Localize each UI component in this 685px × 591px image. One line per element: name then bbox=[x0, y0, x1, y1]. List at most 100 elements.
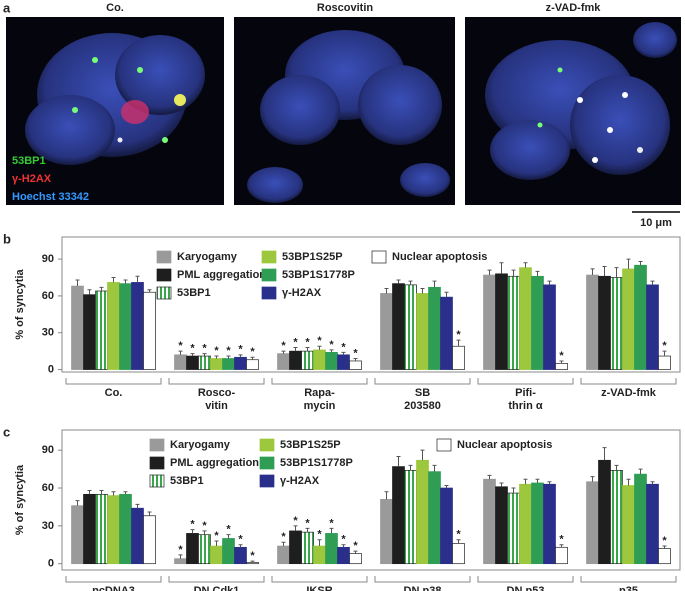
legend-swatch bbox=[259, 456, 275, 470]
y-tick-label: 90 bbox=[42, 444, 54, 456]
legend-swatch bbox=[149, 456, 165, 470]
error-bar bbox=[317, 345, 322, 350]
error-bar bbox=[147, 289, 152, 293]
bar bbox=[495, 273, 508, 370]
error-bar bbox=[408, 464, 413, 471]
error-bar bbox=[638, 261, 643, 266]
bar bbox=[586, 481, 599, 565]
error-bar bbox=[226, 534, 231, 539]
error-bar bbox=[123, 279, 128, 284]
bar bbox=[555, 546, 568, 565]
bar bbox=[337, 354, 350, 370]
scale-bar-label: 10 μm bbox=[640, 217, 672, 229]
error-bar bbox=[250, 560, 255, 563]
bar bbox=[198, 534, 211, 565]
error-bar bbox=[626, 258, 631, 269]
bar bbox=[349, 360, 362, 370]
bar bbox=[658, 548, 671, 565]
bar bbox=[174, 558, 187, 565]
error-bar bbox=[178, 350, 183, 355]
error-bar bbox=[602, 265, 607, 277]
bar bbox=[495, 486, 508, 565]
error-bar bbox=[87, 490, 92, 495]
significance-star: * bbox=[178, 340, 183, 352]
category-bracket bbox=[65, 378, 162, 385]
significance-star: * bbox=[214, 345, 219, 357]
error-bar bbox=[281, 350, 286, 354]
bar bbox=[71, 285, 84, 370]
bar bbox=[428, 471, 441, 565]
bar bbox=[313, 545, 326, 565]
legend-label: γ-H2AX bbox=[282, 287, 322, 299]
error-bar bbox=[444, 291, 449, 298]
bar bbox=[325, 352, 338, 370]
plot-frame bbox=[61, 429, 681, 571]
error-bar bbox=[178, 554, 183, 559]
bar bbox=[174, 354, 187, 370]
significance-star: * bbox=[190, 342, 195, 354]
bar bbox=[277, 545, 290, 565]
significance-star: * bbox=[293, 515, 298, 527]
bar bbox=[349, 553, 362, 565]
legend-swatch bbox=[259, 474, 275, 488]
significance-star: * bbox=[305, 517, 310, 529]
bar bbox=[646, 483, 659, 565]
bar bbox=[301, 531, 314, 565]
error-bar bbox=[147, 511, 152, 516]
significance-star: * bbox=[281, 340, 286, 352]
error-bar bbox=[523, 478, 528, 485]
error-bar bbox=[353, 550, 358, 554]
error-bar bbox=[662, 545, 667, 549]
error-bar bbox=[238, 544, 243, 548]
bar bbox=[507, 492, 520, 565]
x-tick-label: SB 203580 bbox=[404, 387, 441, 412]
bar bbox=[392, 283, 405, 370]
error-bar bbox=[638, 468, 643, 475]
category-bracket bbox=[271, 378, 368, 385]
legend-swatch bbox=[259, 438, 275, 452]
bar bbox=[95, 290, 108, 370]
significance-star: * bbox=[353, 347, 358, 359]
x-tick-label: Rosco- vitin bbox=[197, 387, 236, 412]
error-bar bbox=[511, 487, 516, 494]
significance-star: * bbox=[662, 535, 667, 547]
error-bar bbox=[202, 530, 207, 535]
legend-swatch bbox=[261, 250, 277, 264]
bar bbox=[610, 277, 623, 370]
legend-label: 53BP1 bbox=[177, 287, 211, 299]
stain-label: γ-H2AX bbox=[12, 173, 52, 185]
error-bar bbox=[499, 482, 504, 487]
bar bbox=[428, 286, 441, 370]
panel-label: b bbox=[3, 231, 11, 246]
legend-swatch bbox=[261, 268, 277, 282]
significance-star: * bbox=[305, 336, 310, 348]
legend-swatch bbox=[436, 438, 452, 452]
category-bracket bbox=[374, 576, 471, 583]
error-bar bbox=[341, 351, 346, 355]
error-bar bbox=[111, 491, 116, 496]
significance-star: * bbox=[317, 529, 322, 541]
error-bar bbox=[329, 349, 334, 353]
error-bar bbox=[432, 280, 437, 288]
error-bar bbox=[590, 268, 595, 276]
bar bbox=[222, 538, 235, 565]
error-bar bbox=[456, 539, 461, 544]
error-bar bbox=[432, 464, 437, 472]
y-tick-label: 0 bbox=[48, 363, 54, 375]
error-bar bbox=[190, 529, 195, 534]
significance-star: * bbox=[178, 544, 183, 556]
x-tick-label: DN Cdk1 bbox=[193, 585, 240, 591]
legend-swatch bbox=[156, 268, 172, 282]
x-tick-label: pcDNA3 bbox=[92, 585, 135, 591]
bar bbox=[83, 493, 96, 565]
error-bar bbox=[226, 355, 231, 359]
error-bar bbox=[499, 262, 504, 274]
stain-label: 53BP1 bbox=[12, 155, 46, 167]
significance-star: * bbox=[456, 529, 461, 541]
bar bbox=[452, 345, 465, 370]
error-bar bbox=[650, 280, 655, 285]
stain-label: Hoechst 33342 bbox=[12, 191, 89, 203]
legend-label: Nuclear apoptosis bbox=[457, 439, 552, 451]
error-bar bbox=[293, 525, 298, 531]
